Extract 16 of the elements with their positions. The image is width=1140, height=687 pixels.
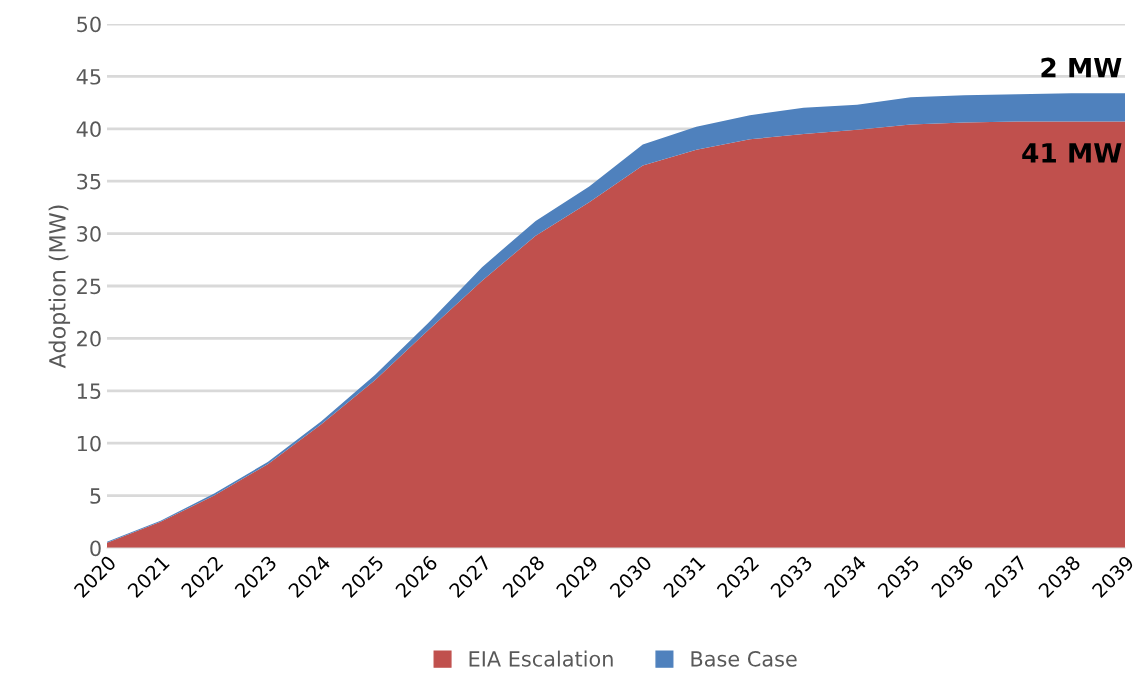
- y-tick-label: 20: [77, 330, 101, 347]
- legend-label: Base Case: [691, 650, 797, 667]
- y-tick-label: 30: [77, 226, 101, 242]
- y-tick-label: 45: [76, 69, 101, 85]
- y-tick-label: 0: [90, 540, 101, 557]
- y-axis-title: Adoption (MW): [48, 205, 71, 369]
- y-tick-label: 35: [77, 173, 101, 190]
- annotation: 2 MW: [1041, 57, 1122, 78]
- y-tick-label: 40: [76, 121, 101, 138]
- y-tick-label: 5: [90, 488, 101, 504]
- y-tick-label: 10: [77, 435, 101, 452]
- annotation: 41 MW: [1022, 143, 1122, 163]
- y-tick-label: 50: [77, 16, 101, 33]
- legend-label: EIA Escalation: [469, 650, 613, 667]
- y-tick-label: 15: [77, 383, 101, 400]
- y-tick-label: 25: [77, 278, 101, 295]
